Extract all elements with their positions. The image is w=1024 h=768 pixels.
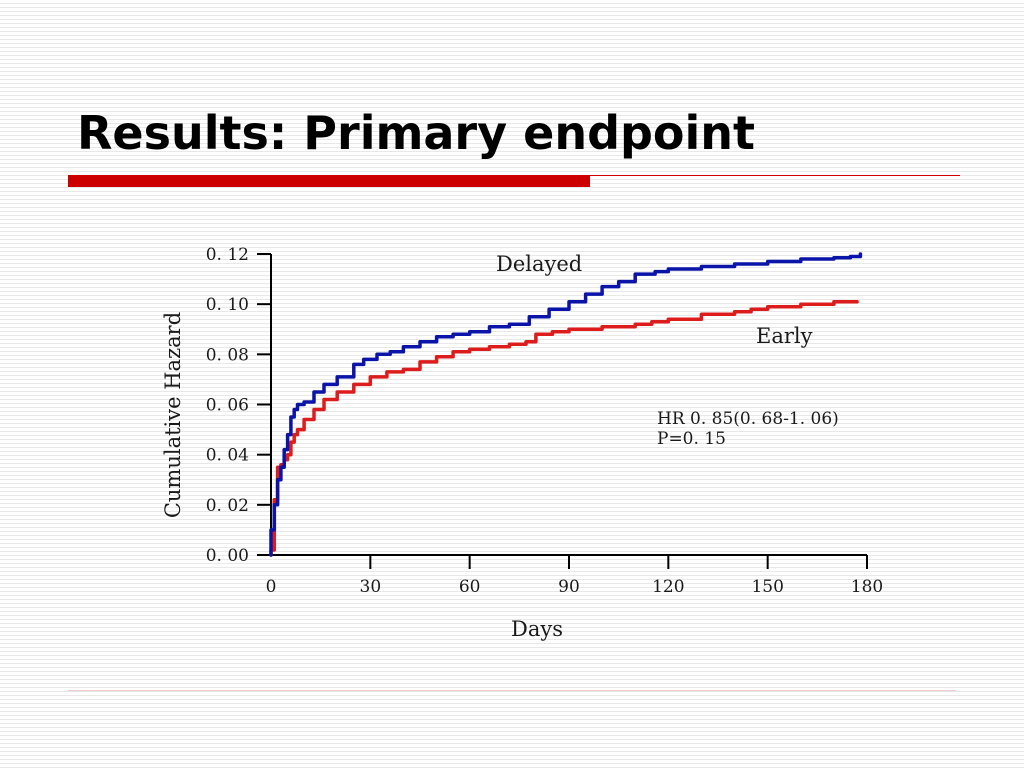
x-axis-ticks: 0 30 60 90 120 150 180 <box>266 555 883 597</box>
chart-series <box>269 252 863 557</box>
x-tick-label: 90 <box>558 577 580 597</box>
x-tick-label: 0 <box>266 577 277 597</box>
y-axis-label: Cumulative Hazard <box>161 312 185 518</box>
x-tick-label: 60 <box>459 577 481 597</box>
y-tick-label: 0. 08 <box>206 345 249 365</box>
delayed-series-label: Delayed <box>496 252 582 276</box>
footer-rule <box>68 690 956 691</box>
early-series-label: Early <box>756 324 813 348</box>
x-tick-label: 120 <box>652 577 684 597</box>
y-axis-ticks: 0. 00 0. 02 0. 04 0. 06 0. 08 0. 10 0. 12 <box>206 245 271 566</box>
y-tick-label: 0. 12 <box>206 245 249 265</box>
x-tick-label: 30 <box>360 577 382 597</box>
slide-title: Results: Primary endpoint <box>77 106 756 160</box>
series-line-delayed <box>269 252 863 557</box>
x-axis-label: Days <box>511 617 563 641</box>
p-value-text: P=0. 15 <box>657 429 726 449</box>
y-tick-label: 0. 02 <box>206 496 249 516</box>
y-tick-label: 0. 10 <box>206 295 249 315</box>
series-line-early <box>269 299 859 557</box>
y-tick-label: 0. 06 <box>206 396 249 416</box>
y-tick-label: 0. 00 <box>206 546 249 566</box>
x-tick-label: 180 <box>851 577 883 597</box>
title-accent-bar <box>68 175 590 187</box>
y-tick-label: 0. 04 <box>206 446 249 466</box>
x-tick-label: 150 <box>751 577 783 597</box>
hazard-ratio-text: HR 0. 85(0. 68-1. 06) <box>657 409 839 429</box>
title-accent-rule <box>590 175 960 176</box>
